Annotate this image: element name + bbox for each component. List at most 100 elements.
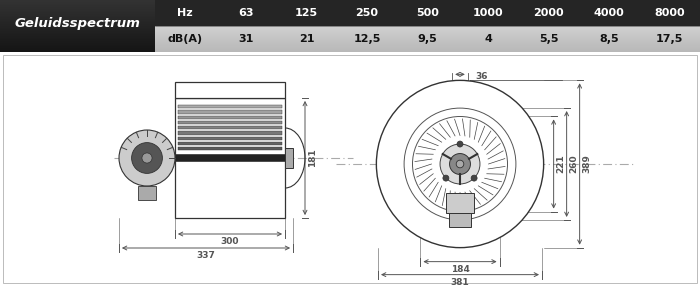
- Text: 300: 300: [220, 237, 239, 246]
- Circle shape: [119, 130, 175, 186]
- Bar: [155, 46, 700, 47]
- Bar: [155, 48, 700, 49]
- Text: 21: 21: [299, 34, 314, 44]
- Bar: [178, 110, 282, 114]
- Bar: [0, 10, 155, 11]
- Bar: [155, 31, 700, 32]
- Bar: [175, 154, 285, 162]
- Text: 250: 250: [356, 8, 379, 18]
- Text: 260: 260: [570, 155, 579, 173]
- Bar: [0, 13, 155, 14]
- Bar: [155, 28, 700, 29]
- Bar: [0, 48, 155, 49]
- Bar: [0, 12, 155, 13]
- Text: dB(A): dB(A): [168, 34, 203, 44]
- Text: 4000: 4000: [594, 8, 624, 18]
- Bar: [0, 49, 155, 50]
- Text: 17,5: 17,5: [656, 34, 683, 44]
- Bar: [0, 15, 155, 16]
- Text: 337: 337: [197, 251, 216, 260]
- Text: 389: 389: [582, 154, 592, 173]
- Bar: [0, 7, 155, 8]
- Circle shape: [377, 80, 544, 248]
- Text: 1000: 1000: [473, 8, 503, 18]
- Bar: [0, 33, 155, 34]
- Bar: [0, 38, 155, 39]
- Bar: [0, 31, 155, 32]
- Bar: [446, 192, 474, 212]
- Circle shape: [142, 153, 152, 163]
- Bar: [449, 212, 471, 227]
- Text: 5,5: 5,5: [539, 34, 559, 44]
- Bar: [155, 50, 700, 51]
- Bar: [0, 2, 155, 3]
- Text: Geluidsspectrum: Geluidsspectrum: [15, 17, 141, 30]
- Bar: [0, 19, 155, 20]
- Bar: [0, 29, 155, 30]
- Bar: [155, 43, 700, 44]
- Bar: [178, 105, 282, 108]
- Bar: [0, 22, 155, 23]
- Bar: [155, 29, 700, 30]
- Bar: [155, 27, 700, 28]
- Bar: [155, 49, 700, 50]
- Bar: [0, 17, 155, 18]
- Bar: [0, 35, 155, 36]
- Bar: [0, 42, 155, 43]
- Bar: [0, 23, 155, 24]
- Text: 184: 184: [451, 265, 470, 274]
- Text: 500: 500: [416, 8, 439, 18]
- Bar: [175, 82, 285, 98]
- Bar: [0, 0, 155, 1]
- Bar: [0, 51, 155, 52]
- Bar: [155, 41, 700, 42]
- Bar: [155, 35, 700, 36]
- Bar: [0, 39, 155, 40]
- Bar: [178, 126, 282, 129]
- Bar: [0, 18, 155, 19]
- Bar: [0, 27, 155, 28]
- Bar: [0, 5, 155, 6]
- Bar: [0, 45, 155, 46]
- Bar: [178, 147, 282, 150]
- Bar: [178, 132, 282, 135]
- Bar: [155, 32, 700, 33]
- Bar: [0, 36, 155, 37]
- Bar: [0, 6, 155, 7]
- Bar: [0, 9, 155, 10]
- Bar: [0, 43, 155, 44]
- Text: 4: 4: [484, 34, 492, 44]
- Bar: [0, 4, 155, 5]
- Circle shape: [471, 175, 477, 181]
- Bar: [0, 14, 155, 15]
- Bar: [0, 37, 155, 38]
- Circle shape: [440, 144, 480, 184]
- Bar: [155, 37, 700, 38]
- Circle shape: [443, 175, 449, 181]
- Bar: [138, 186, 156, 200]
- Bar: [155, 26, 700, 27]
- Bar: [155, 47, 700, 48]
- Circle shape: [456, 160, 464, 168]
- Bar: [0, 24, 155, 25]
- Text: 9,5: 9,5: [418, 34, 438, 44]
- Text: 125: 125: [295, 8, 318, 18]
- Bar: [155, 30, 700, 31]
- Text: 221: 221: [556, 155, 566, 173]
- Bar: [0, 21, 155, 22]
- Text: 181: 181: [308, 149, 317, 167]
- Bar: [0, 28, 155, 29]
- Circle shape: [132, 143, 162, 173]
- Bar: [0, 3, 155, 4]
- Bar: [155, 33, 700, 34]
- Text: 36: 36: [476, 72, 488, 81]
- Bar: [0, 16, 155, 17]
- Text: 8,5: 8,5: [599, 34, 619, 44]
- Circle shape: [457, 141, 463, 147]
- Text: 31: 31: [238, 34, 253, 44]
- Bar: [0, 34, 155, 35]
- Bar: [178, 121, 282, 124]
- Bar: [155, 45, 700, 46]
- Bar: [0, 41, 155, 42]
- Bar: [0, 11, 155, 12]
